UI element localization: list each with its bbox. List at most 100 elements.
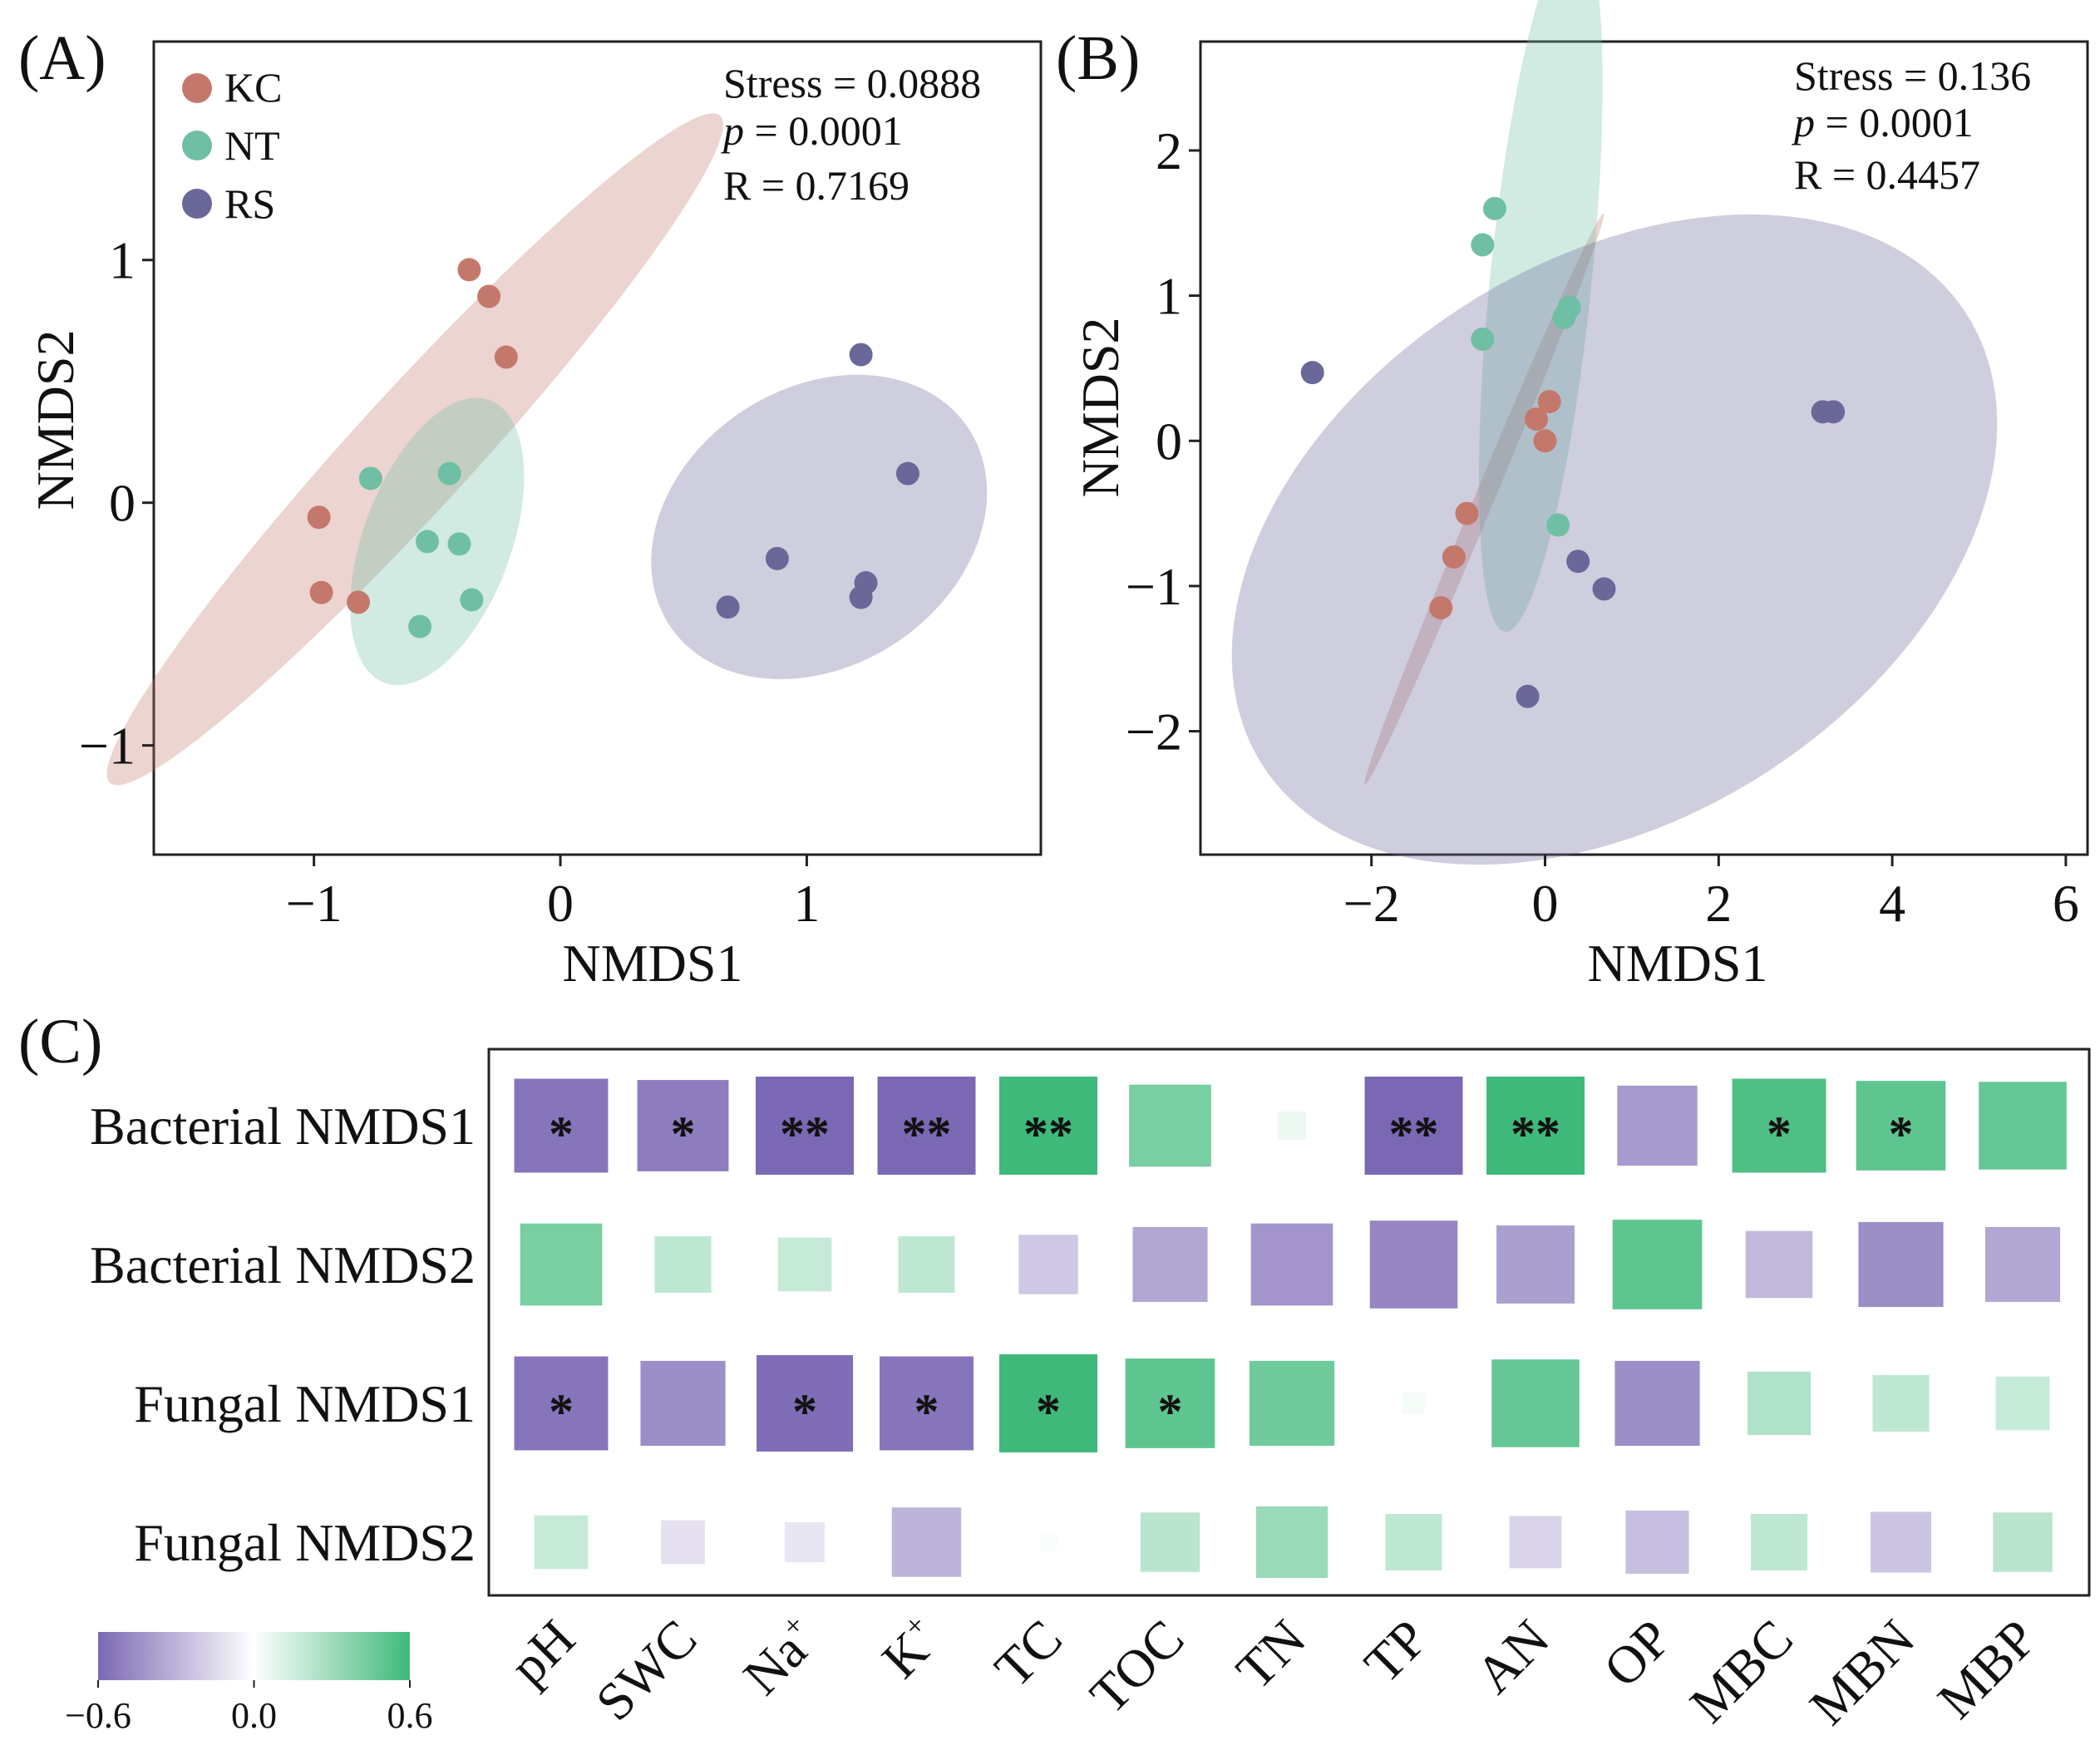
heatmap-significance-mark: * <box>549 1384 574 1439</box>
colorbar-tick-label: 0.0 <box>231 1695 277 1736</box>
panel-c-label: (C) <box>18 1007 102 1077</box>
panel-a-y-tick-label: −1 <box>79 717 136 776</box>
panel-b-x-tick-label: −2 <box>1343 874 1400 933</box>
heatmap-cell <box>1617 1085 1698 1166</box>
heatmap-cell <box>1496 1225 1575 1304</box>
panel-b-y-axis-title: NMDS2 <box>1071 318 1130 498</box>
heatmap-cell <box>777 1237 832 1292</box>
colorbar-ticks: −0.6 0.0 0.6 <box>65 1680 433 1736</box>
panel-a-point-kc-4 <box>307 505 331 530</box>
heatmap-cell <box>999 1077 1097 1175</box>
heatmap-cell <box>1612 1220 1703 1309</box>
legend-marker-nt <box>182 131 212 160</box>
panel-b-point-kc-2 <box>1525 407 1549 431</box>
heatmap-cell <box>756 1077 854 1175</box>
heatmap-row-label: Bacterial NMDS1 <box>90 1097 476 1156</box>
heatmap-cell <box>891 1507 962 1577</box>
panel-a-point-rs-1 <box>849 343 873 367</box>
panel-b-point-nt-4 <box>1552 305 1576 329</box>
heatmap-significance-mark: ** <box>902 1107 952 1161</box>
heatmap-column-label: K+ <box>870 1608 951 1689</box>
panel-a-stress: Stress = 0.0888 <box>723 60 981 106</box>
heatmap-cell <box>898 1235 955 1294</box>
panel-a-points <box>307 258 919 638</box>
panel-a-x-ticks: −1 0 1 <box>286 855 820 933</box>
panel-b-y-tick-label: −2 <box>1126 703 1182 762</box>
panel-a-point-nt-6 <box>408 614 432 638</box>
legend-marker-rs <box>182 189 212 219</box>
panel-a: (A) −1 0 1 −1 0 1 NMDS1 NMDS2 KC NT RS Stres… <box>18 23 1043 993</box>
heatmap-column-label: AN <box>1464 1609 1560 1705</box>
panel-b-p-value: p = 0.0001 <box>1792 99 1974 145</box>
legend-label-kc: KC <box>224 64 282 111</box>
heatmap-cells: * * ** ** ** ** ** * ** * * * * <box>514 1077 2067 1579</box>
panel-a-x-tick-label: 1 <box>793 874 820 933</box>
panel-b-x-tick-label: 0 <box>1531 874 1558 933</box>
heatmap-cell <box>1747 1371 1812 1436</box>
panel-a-point-nt-1 <box>358 466 382 491</box>
panel-a-r-value: R = 0.7169 <box>723 162 910 209</box>
heatmap-cell <box>1870 1511 1932 1573</box>
panel-b-y-tick-label: 1 <box>1156 267 1182 326</box>
panel-b: (B) −2 0 2 4 6 −2 −1 0 1 2 NMDS1 NMDS2 Stress = … <box>1056 0 2089 993</box>
panel-a-point-rs-5 <box>849 585 873 609</box>
panel-a-point-kc-2 <box>477 284 501 308</box>
heatmap-cell <box>514 1078 609 1173</box>
heatmap-significance-mark: ** <box>1511 1107 1560 1161</box>
heatmap-significance-mark: * <box>671 1107 696 1161</box>
heatmap-significance-mark: * <box>1158 1384 1183 1439</box>
heatmap-cell <box>1486 1077 1585 1175</box>
panel-a-ellipse-kc <box>106 113 723 786</box>
heatmap-column-label: SWC <box>584 1609 707 1732</box>
panel-b-x-axis-title: NMDS1 <box>1588 934 1768 993</box>
heatmap-cell <box>1255 1506 1329 1579</box>
heatmap-column-label: MBP <box>1926 1609 2048 1730</box>
heatmap-cell <box>1364 1077 1463 1175</box>
heatmap-cell <box>637 1080 729 1171</box>
panel-b-y-tick-label: 0 <box>1156 412 1182 471</box>
panel-b-point-nt-5 <box>1471 328 1495 352</box>
legend-marker-kc <box>182 73 212 103</box>
panel-b-point-nt-6 <box>1546 513 1570 537</box>
panel-a-x-tick-label: 0 <box>547 874 574 933</box>
panel-a-x-axis-title: NMDS1 <box>563 934 743 993</box>
heatmap-cell <box>1732 1078 1826 1173</box>
panel-b-point-rs-4 <box>1566 550 1590 574</box>
heatmap-significance-mark: ** <box>1023 1107 1073 1161</box>
panel-b-stats: Stress = 0.136 p = 0.0001 R = 0.4457 <box>1792 52 2031 198</box>
panel-b-ellipses <box>1231 0 1998 865</box>
heatmap-cell <box>514 1356 609 1451</box>
heatmap-cell <box>784 1521 826 1563</box>
panel-a-label: (A) <box>18 23 106 93</box>
panel-a-point-nt-2 <box>437 461 461 486</box>
heatmap-border <box>487 1048 2091 1597</box>
panel-b-point-nt-2 <box>1471 233 1495 257</box>
heatmap-column-label: OP <box>1592 1609 1682 1698</box>
legend-label-nt: NT <box>224 122 280 169</box>
panel-a-y-axis-title: NMDS2 <box>26 330 85 510</box>
panel-b-ellipse-nt <box>1478 0 1603 632</box>
heatmap-cell <box>1858 1221 1944 1308</box>
heatmap-cell <box>1614 1360 1700 1447</box>
heatmap-column-label: TC <box>983 1609 1073 1698</box>
heatmap-cell <box>654 1235 712 1294</box>
heatmap-significance-mark: * <box>1767 1107 1792 1161</box>
heatmap-row-label: Bacterial NMDS2 <box>90 1235 476 1294</box>
heatmap-cell <box>1993 1512 2053 1572</box>
panel-a-y-ticks: −1 0 1 <box>79 231 154 776</box>
heatmap-row-labels: Bacterial NMDS1 Bacterial NMDS2 Fungal NMD… <box>90 1097 476 1572</box>
colorbar-tick-label: 0.6 <box>387 1695 433 1736</box>
panel-a-x-tick-label: −1 <box>286 874 343 933</box>
panel-b-y-ticks: −2 −1 0 1 2 <box>1126 121 1200 762</box>
panel-b-x-tick-label: 4 <box>1879 874 1905 933</box>
heatmap-cell <box>1132 1226 1208 1303</box>
panel-a-point-kc-6 <box>347 590 371 614</box>
panel-a-point-rs-6 <box>716 595 740 619</box>
heatmap-column-label: TN <box>1225 1609 1317 1701</box>
heatmap-cell <box>1856 1081 1946 1171</box>
heatmap-cell <box>1039 1533 1057 1551</box>
panel-b-y-tick-label: 2 <box>1156 121 1182 180</box>
panel-a-plot-border <box>152 40 1043 856</box>
panel-a-point-kc-3 <box>494 345 518 369</box>
